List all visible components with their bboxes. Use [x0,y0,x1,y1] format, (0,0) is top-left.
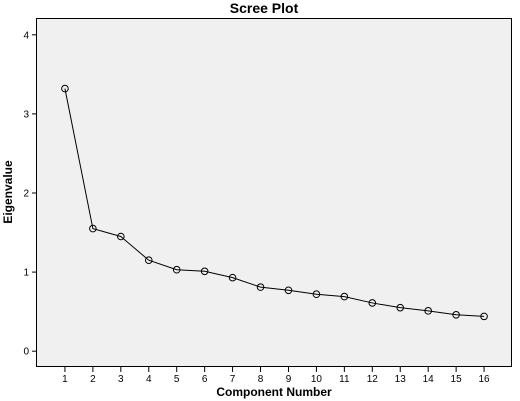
x-tick-label: 4 [146,374,152,385]
y-tick-label: 3 [23,109,29,120]
x-tick-label: 5 [174,374,180,385]
data-point [89,224,97,233]
data-point [172,265,181,274]
plot-area [36,18,512,367]
y-axis: 0 1 2 3 4 [23,30,37,358]
x-tick-label: 3 [118,374,124,385]
data-point [284,286,293,295]
x-axis-label: Component Number [216,385,332,399]
x-tick-label: 11 [339,374,350,385]
data-point [200,267,209,276]
data-point [228,273,237,282]
data-point [256,283,265,291]
x-tick-label: 8 [258,374,264,385]
data-point [61,84,69,93]
data-point [424,307,432,315]
x-axis: 1 2 3 4 5 6 7 8 9 10 11 12 13 14 15 16 [62,367,490,385]
y-axis-label: Eigenvalue [1,160,15,224]
data-point [117,232,125,241]
data-point [452,311,460,319]
x-tick-label: 14 [423,374,435,385]
x-tick-label: 12 [367,374,379,385]
x-tick-label: 10 [311,374,323,385]
x-tick-label: 6 [202,374,208,385]
y-tick-label: 0 [23,347,29,358]
data-point [312,290,321,299]
x-tick-label: 2 [90,374,96,385]
x-tick-label: 13 [395,374,407,385]
y-tick-label: 1 [23,268,29,279]
data-point [480,312,488,321]
eigenvalue-line [64,88,485,317]
data-point [144,256,153,265]
y-tick-label: 4 [23,30,29,41]
eigenvalue-points [61,84,488,321]
x-tick-label: 7 [230,374,236,385]
x-tick-label: 16 [478,374,490,385]
x-tick-label: 1 [62,374,68,385]
data-point [340,292,349,301]
chart-title: Scree Plot [230,0,299,16]
y-tick-label: 2 [23,189,29,200]
x-tick-label: 9 [286,374,292,385]
x-tick-label: 15 [451,374,463,385]
data-point [368,299,377,307]
data-point [396,303,405,312]
